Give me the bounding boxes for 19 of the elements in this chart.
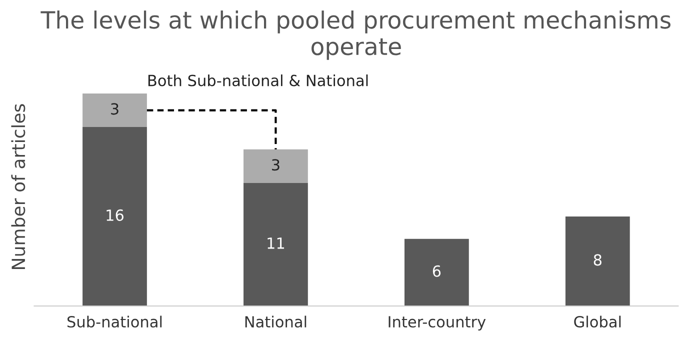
x-tick-label: National bbox=[245, 316, 306, 328]
data-label: 16 bbox=[106, 209, 124, 221]
bar bbox=[565, 216, 630, 306]
x-tick-label: Inter-country bbox=[388, 316, 486, 331]
data-label: 6 bbox=[432, 265, 441, 277]
bar bbox=[82, 127, 147, 306]
x-tick-label: Global bbox=[574, 316, 621, 328]
data-label: 11 bbox=[268, 238, 284, 249]
data-label: 3 bbox=[272, 159, 280, 171]
text: Both Sub-national & National bbox=[148, 74, 368, 86]
data-label: 8 bbox=[594, 254, 602, 266]
x-tick-label: Sub-national bbox=[67, 316, 162, 328]
bar bbox=[404, 238, 469, 306]
data-label: 3 bbox=[111, 103, 118, 115]
bar bbox=[82, 94, 147, 128]
bar bbox=[244, 182, 308, 306]
bar bbox=[244, 149, 308, 183]
chart-title: The levels at which pooled procurement mechanisms operate bbox=[40, 10, 671, 60]
y-axis-title: Number of articles bbox=[11, 104, 26, 269]
